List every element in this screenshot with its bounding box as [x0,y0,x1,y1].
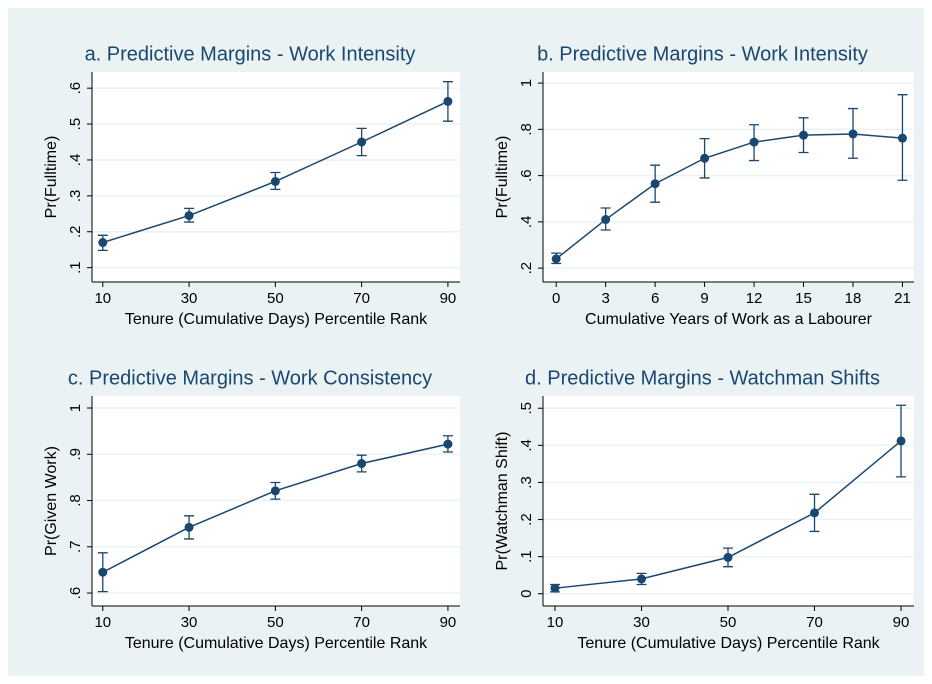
x-tick-label: 50 [720,614,737,631]
y-tick-label: .6 [518,169,535,182]
data-point [98,567,108,577]
x-tick-label: 10 [94,290,111,307]
y-tick-label: .8 [67,494,84,507]
y-tick-label: .8 [518,123,535,136]
x-tick-label: 30 [181,614,198,631]
data-point [601,215,611,225]
y-tick-label: .5 [67,118,84,131]
data-point [749,137,759,147]
x-tick-label: 9 [700,290,708,307]
chart-title: a. Predictive Margins - Work Intensity [85,43,416,65]
x-tick-label: 70 [353,614,370,631]
x-tick-label: 70 [353,290,370,307]
chart-title: d. Predictive Margins - Watchman Shifts [525,367,880,389]
data-point [184,522,194,532]
data-point [799,130,809,140]
y-axis-label: Pr(Watchman Shift) [494,432,511,571]
y-tick-label: .6 [67,82,84,95]
x-tick-label: 0 [552,290,560,307]
y-axis-label: Pr(Fulltime) [43,136,60,219]
data-point [357,459,367,469]
data-point [723,552,733,562]
x-axis-label: Tenure (Cumulative Days) Percentile Rank [125,311,428,328]
x-tick-label: 30 [181,290,198,307]
y-tick-label: .6 [67,587,84,600]
data-point [98,238,108,248]
x-tick-label: 50 [267,614,284,631]
data-point [636,574,646,584]
data-point [650,179,660,189]
x-axis-label: Cumulative Years of Work as a Labourer [585,311,873,328]
data-point [896,436,906,446]
x-tick-label: 30 [633,614,650,631]
x-tick-label: 10 [94,614,111,631]
data-point [848,129,858,139]
y-tick-label: .4 [518,216,535,229]
plot-area [543,396,914,606]
x-tick-label: 3 [601,290,609,307]
data-point [550,583,560,593]
data-point [270,176,280,186]
data-point [443,439,453,449]
x-tick-label: 50 [267,290,284,307]
x-tick-label: 70 [806,614,823,631]
x-axis-label: Tenure (Cumulative Days) Percentile Rank [125,635,428,652]
x-tick-label: 15 [795,290,812,307]
y-tick-label: .5 [518,402,535,415]
data-point [184,211,194,221]
x-tick-label: 90 [893,614,910,631]
y-tick-label: .4 [518,439,535,452]
y-axis-label: Pr(Given Work) [43,446,60,556]
y-tick-label: 0 [518,590,535,598]
data-point [270,486,280,496]
x-tick-label: 18 [845,290,862,307]
y-tick-label: .1 [518,550,535,563]
y-tick-label: .3 [67,190,84,203]
x-axis-label: Tenure (Cumulative Days) Percentile Rank [577,635,880,652]
data-point [810,508,820,518]
y-tick-label: .4 [67,154,84,167]
x-tick-label: 12 [746,290,763,307]
y-tick-label: .1 [67,261,84,274]
x-tick-label: 90 [440,614,457,631]
data-point [443,96,453,106]
plot-area [543,72,914,282]
y-axis-label: Pr(Fulltime) [494,136,511,219]
y-tick-label: .2 [518,262,535,275]
data-point [551,254,561,264]
chart-title: b. Predictive Margins - Work Intensity [537,43,868,65]
y-tick-label: .7 [67,541,84,554]
x-tick-label: 10 [547,614,564,631]
series-line [555,133,903,260]
x-tick-label: 90 [440,290,457,307]
y-tick-label: .2 [67,225,84,238]
y-tick-label: .3 [518,476,535,489]
data-point [700,153,710,163]
data-point [897,133,907,143]
x-tick-label: 6 [651,290,659,307]
data-point [357,137,367,147]
y-tick-label: 1 [518,79,535,87]
x-tick-label: 21 [894,290,911,307]
y-tick-label: .9 [67,448,84,461]
chart-title: c. Predictive Margins - Work Consistency [68,367,432,389]
y-tick-label: .2 [518,513,535,526]
y-tick-label: 1 [67,404,84,412]
